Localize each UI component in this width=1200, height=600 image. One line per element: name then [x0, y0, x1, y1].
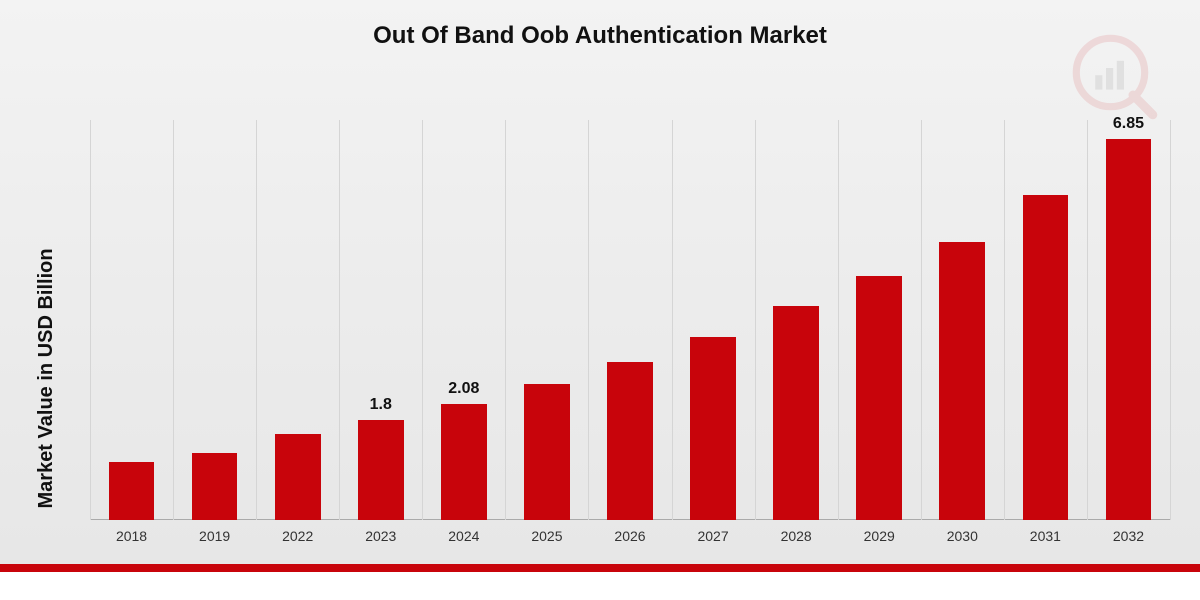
y-axis-label: Market Value in USD Billion — [35, 248, 58, 508]
x-tick-label: 2025 — [531, 528, 562, 544]
x-tick-label: 2029 — [864, 528, 895, 544]
bar — [275, 434, 321, 520]
gridline — [173, 120, 174, 520]
gridline — [339, 120, 340, 520]
gridline — [1087, 120, 1088, 520]
chart-title: Out Of Band Oob Authentication Market — [0, 22, 1200, 50]
watermark-logo — [1070, 32, 1160, 122]
bar-value-label: 2.08 — [448, 380, 479, 398]
gridline — [1004, 120, 1005, 520]
bar — [1106, 139, 1152, 520]
gridline — [422, 120, 423, 520]
bar — [524, 384, 570, 520]
plot-area: 1.82.086.85 — [90, 120, 1170, 520]
x-tick-label: 2023 — [365, 528, 396, 544]
x-tick-label: 2018 — [116, 528, 147, 544]
bar — [607, 362, 653, 520]
gridline — [505, 120, 506, 520]
bar — [856, 276, 902, 520]
bar — [192, 453, 238, 520]
bar — [1023, 195, 1069, 520]
gridline — [588, 120, 589, 520]
bar — [773, 306, 819, 520]
gridline — [256, 120, 257, 520]
footer-white-stripe — [0, 572, 1200, 600]
footer-red-stripe — [0, 564, 1200, 572]
gridline — [90, 120, 91, 520]
bar — [441, 404, 487, 520]
x-tick-label: 2032 — [1113, 528, 1144, 544]
x-tick-label: 2027 — [697, 528, 728, 544]
gridline — [672, 120, 673, 520]
gridline — [921, 120, 922, 520]
chart-page: Out Of Band Oob Authentication Market Ma… — [0, 0, 1200, 600]
x-tick-label: 2019 — [199, 528, 230, 544]
bar — [939, 242, 985, 520]
bar — [109, 462, 155, 520]
x-tick-label: 2028 — [781, 528, 812, 544]
x-tick-label: 2026 — [614, 528, 645, 544]
bar — [690, 337, 736, 520]
gridline — [755, 120, 756, 520]
x-tick-label: 2031 — [1030, 528, 1061, 544]
x-tick-label: 2024 — [448, 528, 479, 544]
bar-value-label: 6.85 — [1113, 115, 1144, 133]
gridline — [838, 120, 839, 520]
x-tick-label: 2022 — [282, 528, 313, 544]
bar-value-label: 1.8 — [370, 396, 392, 414]
x-tick-label: 2030 — [947, 528, 978, 544]
bar — [358, 420, 404, 520]
gridline — [1170, 120, 1171, 520]
